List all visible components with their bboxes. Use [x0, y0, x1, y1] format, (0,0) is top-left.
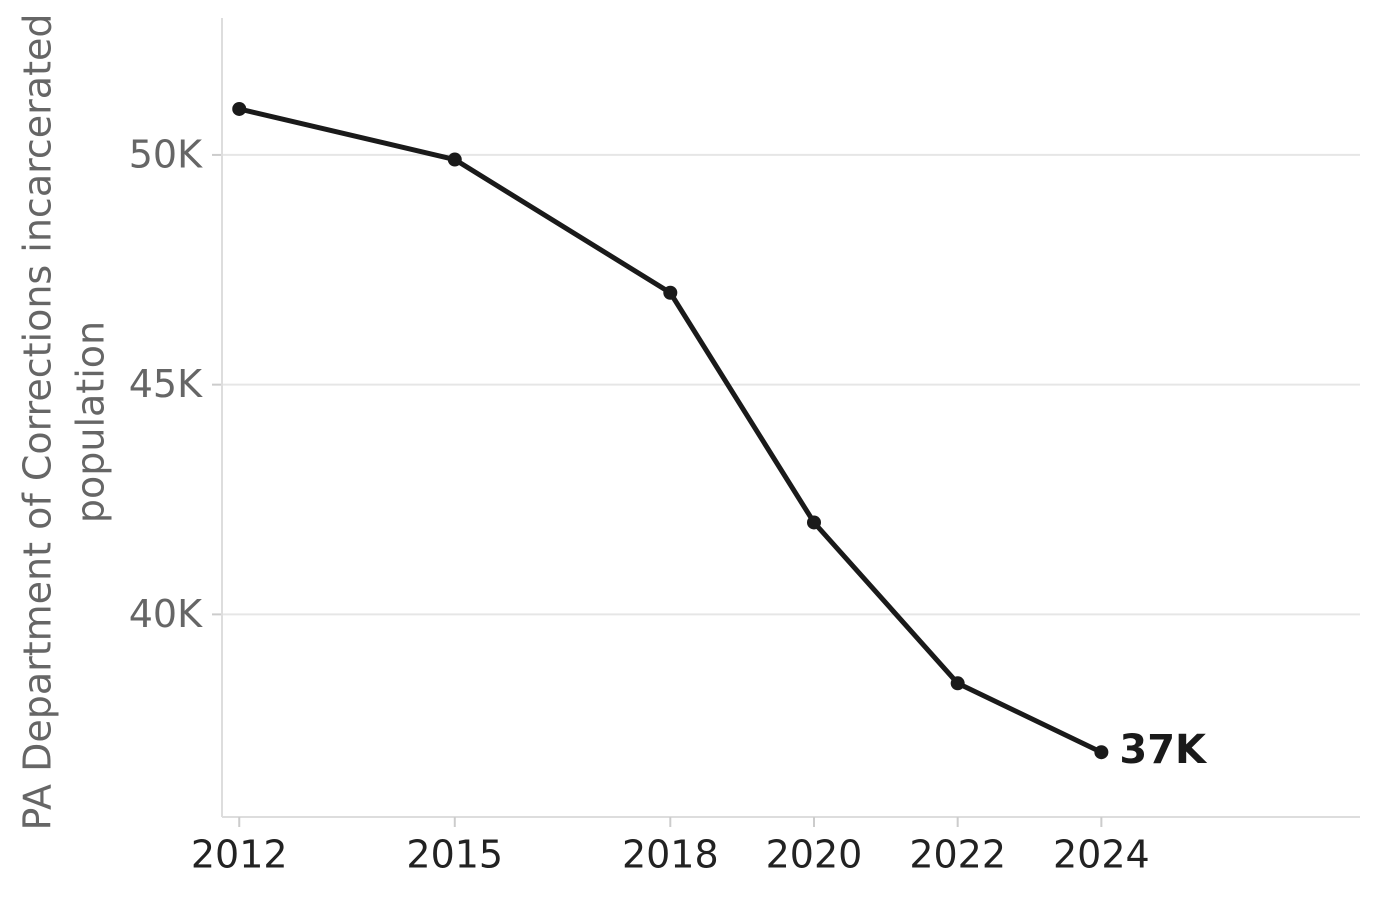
point [447, 152, 462, 167]
point [950, 676, 965, 691]
y-tick-label: 45K [129, 362, 203, 406]
point [1094, 745, 1109, 760]
value-label: 37K [1119, 727, 1208, 773]
point [663, 285, 678, 300]
y-axis-label: population [69, 321, 113, 523]
point [232, 101, 247, 116]
x-tick-label: 2012 [191, 833, 288, 877]
x-tick-label: 2018 [622, 833, 719, 877]
line [238, 106, 1103, 755]
x-tick-label: 2024 [1053, 833, 1150, 877]
x-tick-label: 2022 [909, 833, 1006, 877]
y-axis-label: PA Department of Corrections incarcerate… [16, 14, 60, 831]
y-tick-label: 50K [129, 132, 203, 176]
x-tick-label: 2020 [766, 833, 863, 877]
y-tick-label: 40K [129, 592, 203, 636]
point [806, 515, 821, 530]
x-tick-label: 2015 [406, 833, 503, 877]
